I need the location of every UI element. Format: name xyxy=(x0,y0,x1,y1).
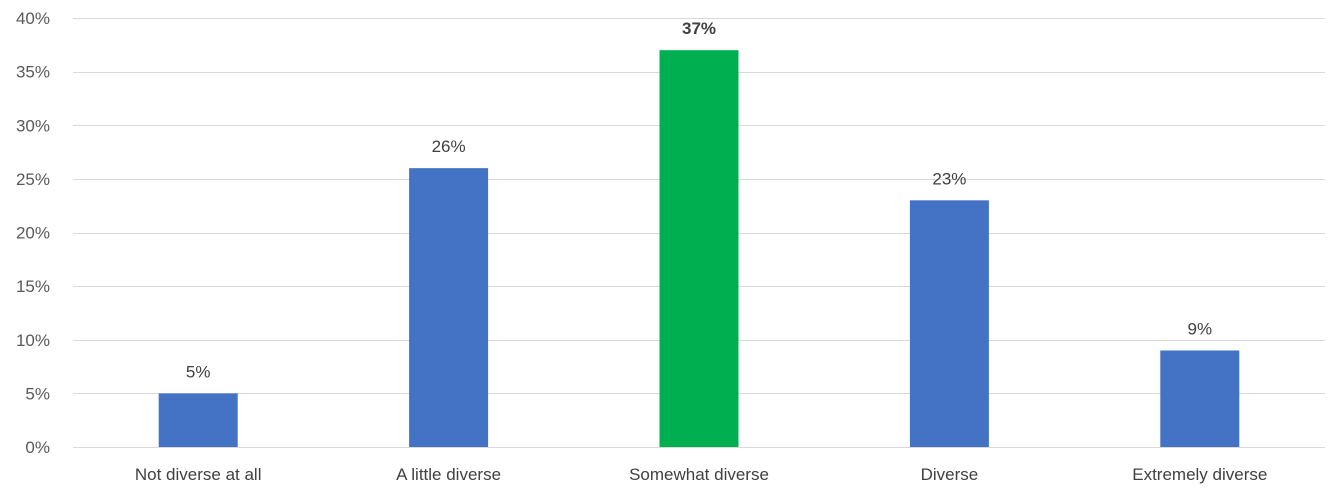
y-tick-label: 10% xyxy=(16,331,50,350)
x-category-label: Extremely diverse xyxy=(1132,465,1267,484)
y-tick-label: 15% xyxy=(16,277,50,296)
data-label: 9% xyxy=(1188,319,1213,338)
bar xyxy=(158,393,238,447)
x-category-label: Diverse xyxy=(921,465,979,484)
x-category-label: Somewhat diverse xyxy=(629,465,769,484)
bar xyxy=(909,200,989,447)
y-tick-label: 35% xyxy=(16,63,50,82)
y-tick-label: 30% xyxy=(16,116,50,135)
y-tick-label: 25% xyxy=(16,170,50,189)
y-tick-label: 40% xyxy=(16,9,50,28)
bar xyxy=(659,50,739,448)
y-tick-label: 0% xyxy=(25,438,50,457)
x-axis-category-labels: Not diverse at all A little diverse Somewh… xyxy=(135,465,1267,484)
data-label: 26% xyxy=(432,137,466,156)
y-tick-label: 20% xyxy=(16,224,50,243)
data-label: 37% xyxy=(682,19,716,38)
data-labels: 5% 26% 37% 23% 9% xyxy=(186,19,1212,381)
data-label: 5% xyxy=(186,362,211,381)
bar xyxy=(409,168,489,447)
x-category-label: A little diverse xyxy=(396,465,501,484)
bar xyxy=(1160,350,1240,447)
data-label: 23% xyxy=(932,169,966,188)
x-category-label: Not diverse at all xyxy=(135,465,262,484)
bars xyxy=(158,50,1240,448)
y-axis-tick-labels: 0% 5% 10% 15% 20% 25% 30% 35% 40% xyxy=(16,9,50,457)
y-tick-label: 5% xyxy=(25,384,50,403)
